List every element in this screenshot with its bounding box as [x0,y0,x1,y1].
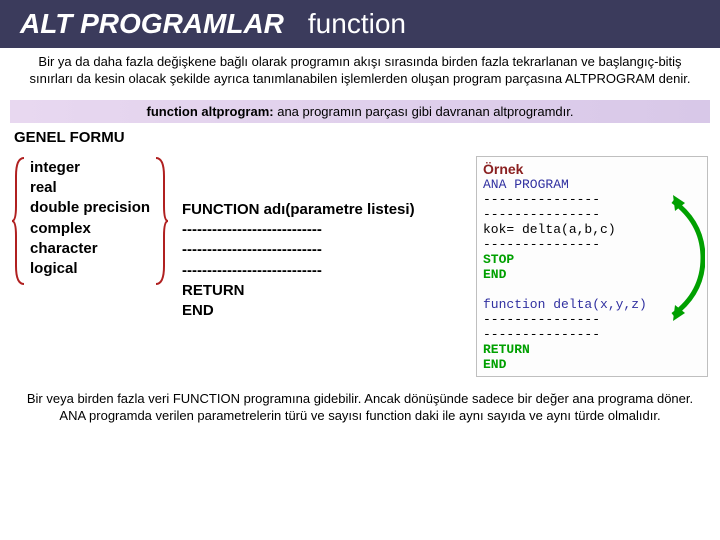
right-brace-icon [154,156,168,291]
code-line: ANA PROGRAM [483,177,701,192]
type-item: complex [30,219,150,239]
type-item: real [30,178,150,198]
func-line: ---------------------------- [182,261,415,281]
brace-svg [12,156,26,286]
func-line: END [182,301,415,321]
code-line: --------------- [483,192,701,207]
left-brace-icon [12,156,26,291]
type-item: integer [30,158,150,178]
types-column: integerrealdouble precisioncomplexcharac… [12,156,168,291]
code-line: function delta(x,y,z) [483,297,701,312]
func-line: ---------------------------- [182,240,415,260]
example-title: Örnek [483,161,701,177]
intro-text: Bir ya da daha fazla değişkene bağlı ola… [0,48,720,94]
code-line: --------------- [483,237,701,252]
bottom-text: Bir veya birden fazla veri FUNCTION prog… [0,383,720,433]
code-line: END [483,267,701,282]
code-line: kok= delta(a,b,c) [483,222,701,237]
def-bold: function altprogram: [147,104,274,119]
def-rest: ana programın parçası gibi davranan altp… [274,104,574,119]
function-syntax: FUNCTION adı(parametre listesi)---------… [168,156,415,322]
type-item: character [30,239,150,259]
code-line: --------------- [483,312,701,327]
code-line: END [483,357,701,372]
example-box: Örnek ANA PROGRAM-----------------------… [476,156,708,377]
func-line: FUNCTION adı(parametre listesi) [182,200,415,220]
types-list: integerrealdouble precisioncomplexcharac… [26,156,154,291]
code-line [483,282,701,297]
type-item: double precision [30,198,150,218]
code-line: STOP [483,252,701,267]
brace-svg [154,156,168,286]
title-main: ALT PROGRAMLAR [20,8,284,40]
genel-formu-label: GENEL FORMU [0,125,720,150]
title-sub: function [308,8,406,40]
main-row: integerrealdouble precisioncomplexcharac… [0,150,720,383]
code-line: --------------- [483,207,701,222]
title-bar: ALT PROGRAMLAR function [0,0,720,48]
example-code: ANA PROGRAM-----------------------------… [483,177,701,372]
func-line: RETURN [182,281,415,301]
code-line: --------------- [483,327,701,342]
func-line: ---------------------------- [182,220,415,240]
function-definition: function altprogram: ana programın parça… [10,100,710,123]
type-item: logical [30,259,150,279]
code-line: RETURN [483,342,701,357]
